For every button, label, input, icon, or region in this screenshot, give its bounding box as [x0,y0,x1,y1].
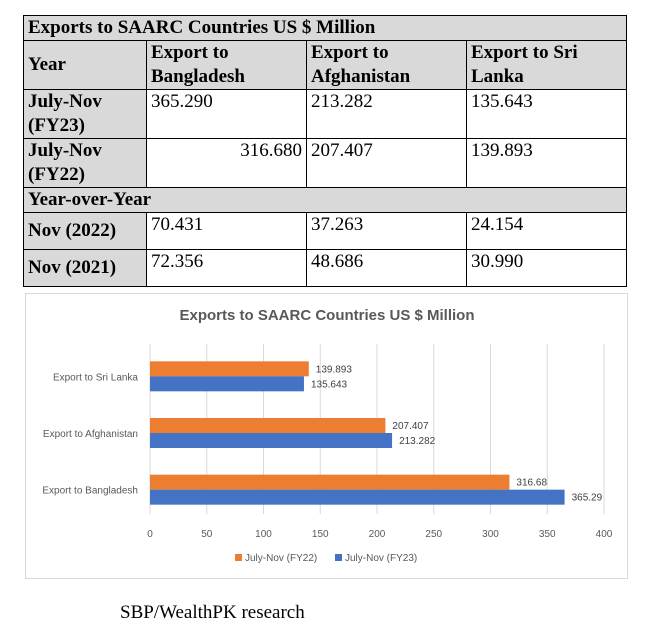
row-label: July-Nov (FY22) [23,138,147,188]
x-tick-label: 250 [425,529,442,540]
legend-label: July-Nov (FY23) [345,553,417,564]
bar [150,474,510,490]
data-label: 207.407 [392,421,429,432]
exports-table: Exports to SAARC Countries US $ Million … [23,15,627,287]
bar [150,361,309,377]
source-caption: SBP/WealthPK research [120,602,305,623]
table-title-row: Exports to SAARC Countries US $ Million [23,15,627,41]
cell-bangladesh: 72.356 [146,249,307,287]
bar [150,376,304,392]
x-tick-label: 0 [147,529,153,540]
header-afghanistan: Export to Afghanistan [306,40,467,90]
yoy-label: Year-over-Year [23,187,627,213]
legend-label: July-Nov (FY22) [245,553,317,564]
bar-chart: Exports to SAARC Countries US $ Million 0… [42,307,613,564]
data-label: 139.893 [316,364,353,375]
x-tick-label: 50 [201,529,213,540]
bar [150,433,393,448]
chart-container: Exports to SAARC Countries US $ Million 0… [25,293,628,579]
category-label: Export to Bangladesh [42,486,138,497]
table-row: July-Nov (FY22) 316.680 207.407 139.893 [23,138,627,188]
x-tick-label: 400 [596,529,613,540]
legend-swatch [235,554,242,561]
x-tick-label: 200 [369,529,386,540]
bar [150,418,386,433]
x-tick-label: 350 [539,529,556,540]
table-row: July-Nov (FY23) 365.290 213.282 135.643 [23,89,627,139]
header-sri-lanka: Export to Sri Lanka [466,40,627,90]
table-row: Nov (2022) 70.431 37.263 24.154 [23,212,627,250]
row-label: Nov (2021) [23,249,147,287]
yoy-header-row: Year-over-Year [23,187,627,213]
x-tick-label: 100 [255,529,272,540]
cell-afghanistan: 213.282 [306,89,467,139]
table-header-row: Year Export to Bangladesh Export to Afghan… [23,40,627,90]
cell-bangladesh: 70.431 [146,212,307,250]
chart-title: Exports to SAARC Countries US $ Million [179,307,474,324]
legend-swatch [335,554,342,561]
cell-sri-lanka: 139.893 [466,138,627,188]
data-label: 316.68 [516,478,547,489]
cell-sri-lanka: 24.154 [466,212,627,250]
header-bangladesh: Export to Bangladesh [146,40,307,90]
header-year: Year [23,40,147,90]
table-title: Exports to SAARC Countries US $ Million [23,15,627,41]
data-label: 213.282 [399,436,436,447]
x-tick-label: 150 [312,529,329,540]
data-label: 365.29 [572,493,603,504]
x-tick-label: 300 [482,529,499,540]
cell-afghanistan: 207.407 [306,138,467,188]
cell-afghanistan: 48.686 [306,249,467,287]
row-label: July-Nov (FY23) [23,89,147,139]
category-label: Export to Sri Lanka [53,372,138,383]
category-label: Export to Afghanistan [43,429,138,440]
cell-bangladesh: 316.680 [146,138,307,188]
cell-afghanistan: 37.263 [306,212,467,250]
cell-bangladesh: 365.290 [146,89,307,139]
bar [150,489,565,505]
table-row: Nov (2021) 72.356 48.686 30.990 [23,249,627,287]
cell-sri-lanka: 30.990 [466,249,627,287]
row-label: Nov (2022) [23,212,147,250]
data-label: 135.643 [311,379,348,390]
cell-sri-lanka: 135.643 [466,89,627,139]
